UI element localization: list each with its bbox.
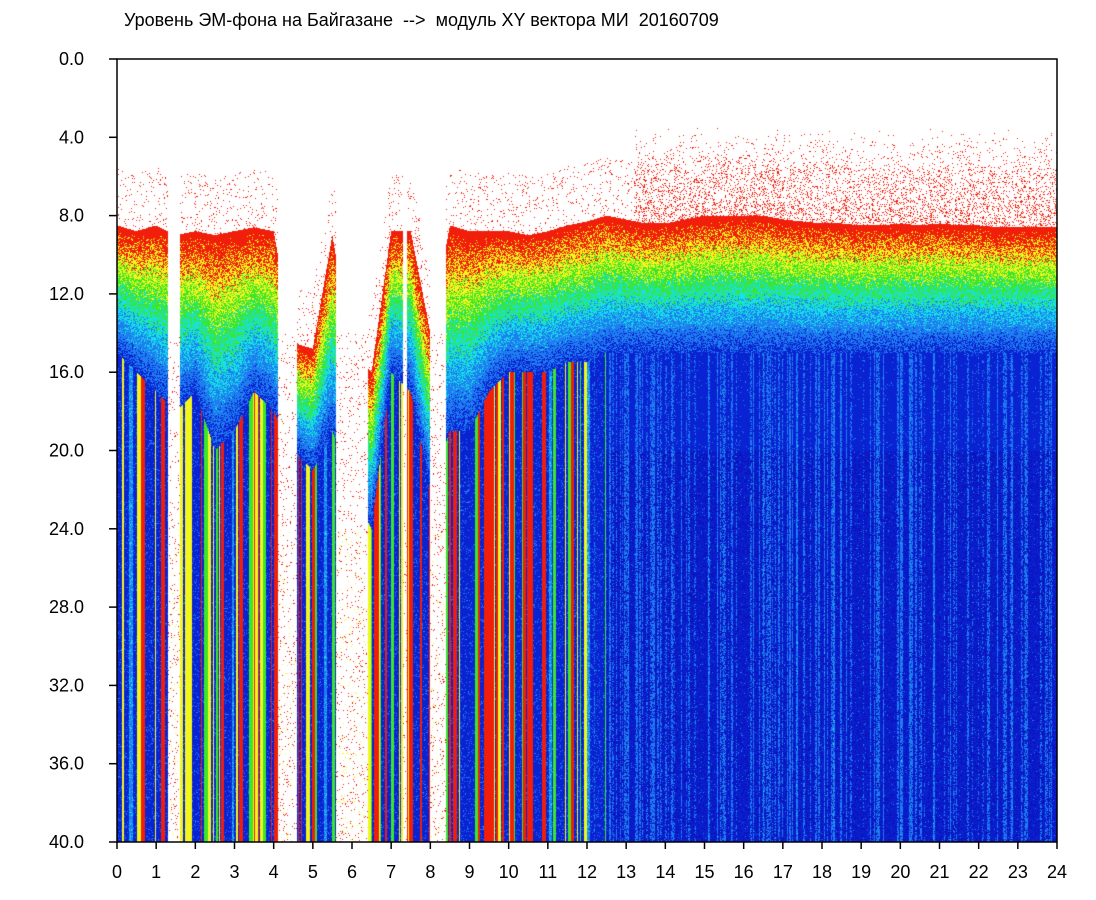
y-tick-label: 20.0 [49,441,84,461]
y-tick-label: 0.0 [59,49,84,69]
y-tick-label: 40.0 [49,832,84,852]
x-tick-label: 10 [499,862,519,882]
x-tick-label: 15 [694,862,714,882]
x-tick-label: 9 [464,862,474,882]
x-tick-label: 5 [308,862,318,882]
x-tick-label: 6 [347,862,357,882]
x-tick-label: 4 [269,862,279,882]
x-tick-label: 13 [616,862,636,882]
x-tick-label: 21 [929,862,949,882]
x-tick-label: 1 [151,862,161,882]
x-axis: 0 1 2 3 4 5 6 7 8 9 10 11 12 13 14 15 16 17 18 19 20 21 22 23 24 [112,842,1067,882]
heatmap-image [117,59,1057,842]
x-tick-label: 7 [386,862,396,882]
x-tick-label: 19 [851,862,871,882]
x-tick-label: 8 [425,862,435,882]
chart-title: Уровень ЭМ-фона на Байгазане --> модуль … [124,10,719,30]
x-tick-label: 22 [969,862,989,882]
x-tick-label: 23 [1008,862,1028,882]
x-tick-label: 12 [577,862,597,882]
y-tick-label: 16.0 [49,362,84,382]
x-tick-label: 2 [190,862,200,882]
x-tick-label: 0 [112,862,122,882]
x-tick-label: 17 [773,862,793,882]
y-tick-label: 12.0 [49,284,84,304]
x-tick-label: 3 [229,862,239,882]
y-tick-label: 36.0 [49,754,84,774]
y-tick-label: 32.0 [49,675,84,695]
x-tick-label: 16 [734,862,754,882]
x-tick-label: 20 [890,862,910,882]
y-tick-label: 8.0 [59,206,84,226]
x-tick-label: 24 [1047,862,1067,882]
x-tick-label: 14 [655,862,675,882]
y-axis: 0.0 4.0 8.0 12.0 16.0 20.0 24.0 28.0 32.0 36.0 40.… [49,49,117,852]
x-tick-label: 11 [538,862,557,882]
y-tick-label: 4.0 [59,127,84,147]
y-tick-label: 28.0 [49,597,84,617]
x-tick-label: 18 [812,862,832,882]
y-tick-label: 24.0 [49,519,84,539]
